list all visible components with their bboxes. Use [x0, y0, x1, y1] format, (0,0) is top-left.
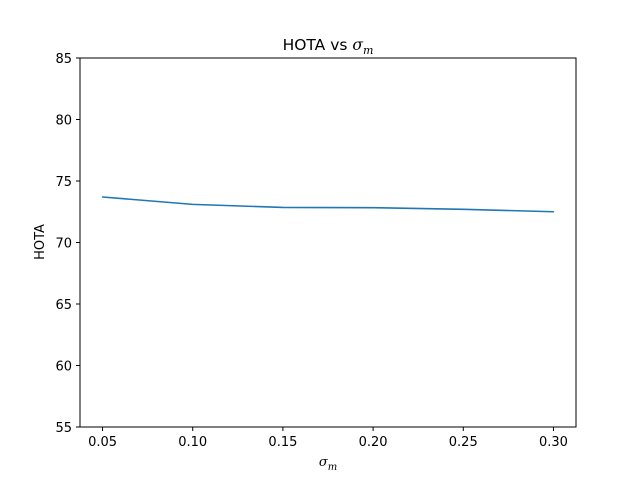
- x-tick-label: 0.30: [539, 435, 568, 450]
- y-axis-label: HOTA: [33, 224, 48, 260]
- y-tick-label: 55: [55, 421, 72, 436]
- y-tick-label: 80: [55, 114, 72, 129]
- x-tick-label: 0.25: [449, 435, 478, 450]
- x-tick-label: 0.15: [268, 435, 297, 450]
- chart-title: HOTA vs σm: [283, 36, 374, 57]
- y-tick-label: 65: [55, 298, 72, 313]
- series-line-0: [101, 196, 555, 213]
- y-tick-label: 75: [55, 175, 72, 190]
- y-tick-label: 85: [55, 52, 72, 67]
- x-tick-label: 0.10: [178, 435, 207, 450]
- y-tick-label: 60: [55, 360, 72, 375]
- y-tick-label: 70: [55, 237, 72, 252]
- axis-ticks: 0.05 0.10 0.15 0.20 0.25 0.30 55 60 65 70 75 80 85: [55, 52, 567, 450]
- x-axis-label: σm: [319, 455, 337, 473]
- x-tick-label: 0.05: [88, 435, 117, 450]
- x-tick-label: 0.20: [359, 435, 388, 450]
- plot-frame: [79, 57, 577, 428]
- plot-area: [101, 196, 555, 213]
